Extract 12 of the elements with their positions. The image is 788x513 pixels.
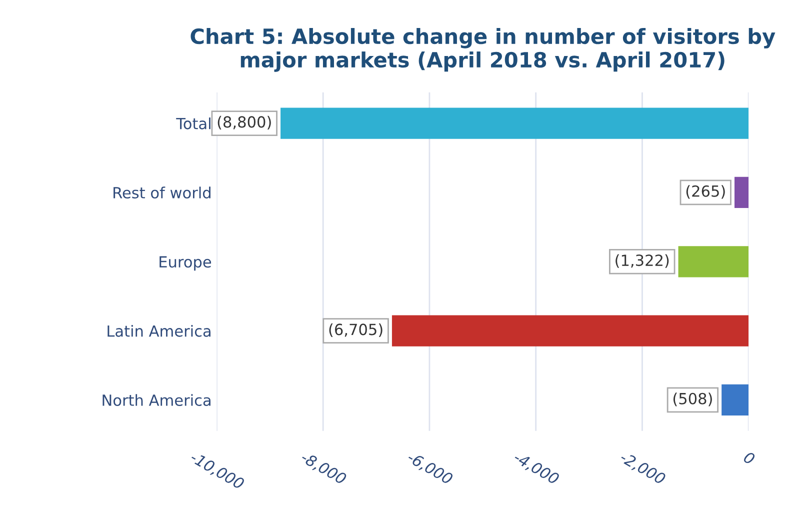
- x-tick-label: 0: [742, 450, 756, 466]
- y-tick-label: Total: [176, 117, 210, 130]
- data-label: (1,322): [616, 254, 669, 268]
- data-label: (265): [686, 185, 725, 199]
- y-tick-label: Latin America: [108, 324, 210, 337]
- data-label: (508): [673, 392, 712, 406]
- data-label: (6,705): [329, 323, 382, 338]
- y-tick-label: Rest of world: [114, 186, 210, 198]
- y-tick-label: Europe: [160, 256, 212, 271]
- data-label: (8,800): [218, 116, 271, 130]
- y-tick-label: North America: [102, 394, 210, 406]
- chart-title: Chart 5: Absolute change in number of visitors by major markets (April 2018 vs. April 2017): [190, 28, 776, 72]
